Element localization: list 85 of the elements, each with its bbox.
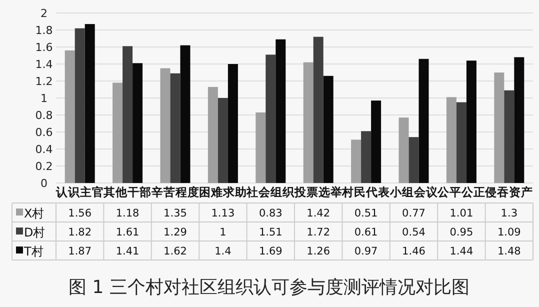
data-label: 1.26 — [306, 246, 330, 258]
legend-label: T村 — [23, 244, 44, 258]
data-label: 1.51 — [258, 226, 282, 238]
data-label: 0.54 — [402, 226, 426, 238]
data-label: 1.4 — [214, 246, 232, 258]
bar — [228, 64, 238, 183]
bar — [132, 63, 143, 183]
bar — [504, 90, 514, 183]
data-label: 1.09 — [497, 226, 521, 238]
data-label: 1.42 — [306, 208, 330, 220]
y-tick-label: 1.6 — [35, 41, 53, 54]
bar — [122, 46, 133, 183]
bar — [74, 28, 85, 183]
y-tick-label: 1.4 — [35, 58, 53, 71]
legend-label: X村 — [24, 206, 44, 220]
bar — [514, 57, 524, 183]
data-label: 1.82 — [68, 226, 92, 238]
bar — [323, 76, 334, 183]
data-label: 1.72 — [306, 226, 330, 238]
x-tick-label: 认识主官 — [54, 185, 104, 199]
bar — [160, 68, 170, 183]
data-label: 1.48 — [497, 246, 521, 258]
bar — [112, 82, 123, 183]
data-label: 1.87 — [68, 246, 92, 258]
data-label: 1.18 — [116, 208, 140, 220]
x-tick-label: 其他干部 — [102, 185, 152, 199]
data-label: 1 — [220, 226, 226, 238]
x-tick-label: 社会组织 — [246, 185, 296, 199]
data-label: 1.46 — [402, 246, 426, 258]
bar — [494, 72, 504, 183]
bar — [64, 50, 75, 183]
bar — [266, 54, 276, 183]
data-label: 0.51 — [354, 208, 378, 220]
data-label: 1.62 — [164, 246, 187, 258]
data-label: 1.3 — [500, 208, 518, 220]
y-tick-label: 0 — [40, 177, 48, 190]
bar — [466, 60, 476, 183]
data-label: 0.61 — [354, 226, 378, 238]
data-label: 1.35 — [164, 208, 187, 220]
bar — [303, 62, 314, 183]
x-tick-label: 困难求助 — [198, 185, 247, 199]
y-tick-label: 1.8 — [35, 24, 53, 37]
bar — [361, 131, 372, 183]
data-label: 0.95 — [450, 226, 474, 238]
legend-label: D村 — [24, 226, 46, 240]
bar — [351, 140, 362, 183]
y-tick-label: 0.2 — [35, 160, 53, 173]
x-tick-label: 投票选举 — [293, 185, 344, 199]
data-label: 1.56 — [68, 208, 92, 220]
bar — [218, 98, 228, 183]
y-tick-label: 1 — [40, 92, 48, 105]
bar — [456, 102, 466, 183]
data-label: 0.77 — [402, 208, 426, 220]
data-label: 1.44 — [450, 246, 474, 258]
x-tick-label: 小组会议 — [388, 185, 439, 199]
bar — [418, 58, 429, 183]
y-tick-label: 0.8 — [35, 109, 53, 122]
data-label: 1.13 — [211, 208, 235, 220]
data-label: 1.61 — [116, 226, 140, 238]
data-label: 0.83 — [258, 208, 282, 220]
bar — [371, 100, 382, 183]
bar — [398, 118, 409, 183]
y-tick-label: 1.2 — [35, 75, 53, 88]
bar — [208, 86, 218, 183]
y-tick-label: 0.6 — [35, 126, 53, 139]
data-label: 1.69 — [258, 246, 282, 258]
data-label: 1.29 — [164, 226, 187, 238]
bar — [256, 112, 266, 183]
x-tick-label: 侵吞资产 — [484, 185, 534, 199]
data-label: 0.97 — [354, 246, 378, 258]
y-tick-label: 2 — [40, 7, 48, 20]
data-label: 1.41 — [116, 246, 140, 258]
x-tick-label: 村民代表 — [341, 185, 390, 199]
bar — [84, 24, 95, 183]
bar — [170, 73, 180, 183]
text: 图 1 三个村对社区组织认可参与度测评情况对比图 — [68, 277, 470, 298]
y-tick-label: 0.4 — [35, 143, 53, 156]
bar — [408, 137, 419, 183]
bar — [446, 97, 456, 183]
x-tick-label: 公平公正 — [436, 185, 486, 199]
bar — [276, 39, 286, 183]
data-label: 1.01 — [450, 208, 474, 220]
bar — [313, 36, 324, 183]
bar — [180, 45, 190, 183]
x-tick-label: 辛苦程度 — [150, 185, 200, 199]
